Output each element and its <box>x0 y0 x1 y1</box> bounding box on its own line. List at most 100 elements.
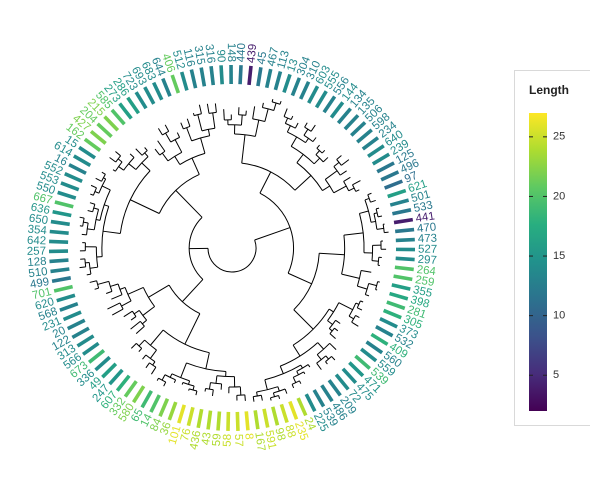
tip-bar <box>383 179 404 190</box>
tree-branch <box>119 302 124 310</box>
tip-label: 650 <box>28 212 49 227</box>
tree-branch <box>264 108 269 122</box>
tree-branch <box>145 362 150 369</box>
tip-label: 527 <box>418 244 437 256</box>
tip-bar <box>50 219 70 227</box>
tree-branch <box>341 159 350 166</box>
tree-branch <box>284 117 289 124</box>
tree-branch <box>191 157 200 175</box>
tip-bar <box>72 154 92 168</box>
tip-bar <box>391 283 411 291</box>
tree-branch <box>131 310 137 317</box>
tree-branch <box>285 122 296 129</box>
tip-label: 667 <box>32 191 54 207</box>
colorbar-tick-label: 25 <box>553 131 565 143</box>
tree-branch <box>223 109 225 120</box>
tree-branch <box>273 102 277 111</box>
tip-label: 13 <box>285 58 300 74</box>
tree-branch <box>348 187 355 192</box>
tree-branch <box>165 132 172 143</box>
tip-bar <box>66 318 86 331</box>
tree-branch <box>124 287 132 302</box>
tip-label: 591 <box>262 429 278 450</box>
tree-branch <box>264 379 268 390</box>
tip-bar <box>334 373 350 391</box>
tip-bar <box>219 65 224 85</box>
tree-branch <box>253 394 262 398</box>
tree-branch <box>138 310 148 321</box>
tree-branch <box>382 224 385 233</box>
tree-branch <box>351 321 359 327</box>
tree-branch <box>279 100 282 105</box>
tree-branch <box>343 176 351 182</box>
tree-branch <box>170 136 180 143</box>
tree-branch <box>142 354 147 360</box>
tree-branch <box>252 106 256 120</box>
tree-branch <box>290 115 294 120</box>
tree-branch <box>186 127 193 142</box>
tip-label: 297 <box>417 254 437 267</box>
tip-bar <box>253 410 260 430</box>
tree-branch <box>94 287 99 290</box>
tip-label: 501 <box>410 189 432 206</box>
tip-label: 36 <box>158 421 174 437</box>
tree-branch <box>94 191 100 194</box>
tip-label: 45 <box>255 51 269 66</box>
tip-bar <box>336 107 352 125</box>
tree-branch <box>176 132 181 138</box>
tree-branch <box>128 163 137 170</box>
tree-branch <box>277 386 280 392</box>
tree-branch <box>157 128 163 136</box>
tip-bar <box>320 384 334 403</box>
tree-branch <box>197 114 203 132</box>
tree-branch <box>316 144 320 149</box>
tree-branch <box>352 180 361 186</box>
tree-branch <box>351 315 356 323</box>
tip-bar <box>386 300 406 311</box>
tree-branch <box>348 315 354 320</box>
tree-branch <box>148 284 170 298</box>
colorbar-tick-label: 20 <box>553 190 565 202</box>
tree-branch <box>127 286 144 295</box>
tip-label: 621 <box>407 178 429 195</box>
tip-bar <box>49 258 69 264</box>
tree-branch <box>79 216 85 219</box>
colorbar-tick-label: 10 <box>553 310 565 322</box>
tree-branch <box>90 193 94 196</box>
tree-branch <box>130 316 137 321</box>
tip-bar <box>271 406 280 426</box>
tip-label: 499 <box>29 276 50 291</box>
tip-bar <box>71 326 90 340</box>
tree-branch <box>90 184 97 189</box>
tip-bar <box>393 274 413 282</box>
tree-branches <box>79 98 389 402</box>
tip-bar <box>78 145 96 160</box>
tree-branch <box>260 395 263 401</box>
tree-branch <box>192 385 195 391</box>
tip-bar <box>279 403 289 424</box>
tree-branch <box>364 197 370 201</box>
tree-branch <box>373 212 378 215</box>
tree-branch <box>169 373 173 378</box>
tree-branch <box>214 103 217 113</box>
tip-bar <box>57 190 77 200</box>
tip-bar <box>161 77 172 97</box>
tree-branch <box>343 232 364 236</box>
tree-branch <box>329 333 336 339</box>
tip-bar <box>103 115 120 132</box>
tip-label: 473 <box>418 233 438 246</box>
tree-branch <box>300 364 303 369</box>
tree-branch <box>316 147 323 154</box>
tree-branch <box>117 283 123 295</box>
tree-branch <box>198 104 202 114</box>
tip-bar <box>206 410 213 430</box>
tree-branch <box>290 136 298 147</box>
tree-branch <box>208 382 211 390</box>
tree-branch <box>241 134 246 164</box>
tip-label: 470 <box>416 221 436 235</box>
tree-branch <box>335 319 341 324</box>
tree-branch <box>144 152 149 157</box>
tip-bar <box>82 341 100 356</box>
tree-branch <box>355 315 360 319</box>
tree-branch <box>375 207 380 210</box>
